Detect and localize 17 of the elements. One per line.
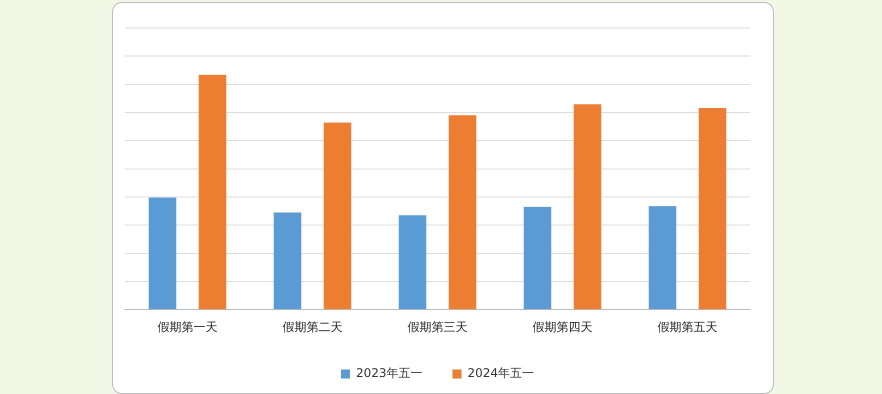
x-tick-label: 假期第四天 bbox=[532, 320, 592, 334]
bar bbox=[398, 215, 426, 310]
bar bbox=[198, 74, 226, 310]
x-tick-label: 假期第五天 bbox=[658, 320, 718, 334]
bar bbox=[148, 198, 176, 310]
bar bbox=[574, 104, 602, 310]
x-tick-label: 假期第三天 bbox=[408, 320, 468, 334]
x-tick-label: 假期第一天 bbox=[158, 320, 218, 334]
x-tick-label: 假期第二天 bbox=[282, 320, 342, 334]
bar bbox=[324, 122, 352, 310]
bar bbox=[274, 212, 302, 310]
bar bbox=[448, 115, 476, 310]
legend-label: 2024年五一 bbox=[468, 366, 534, 380]
legend-label: 2023年五一 bbox=[356, 366, 423, 380]
bar bbox=[698, 108, 726, 310]
bar bbox=[648, 206, 676, 310]
bar bbox=[524, 206, 552, 310]
